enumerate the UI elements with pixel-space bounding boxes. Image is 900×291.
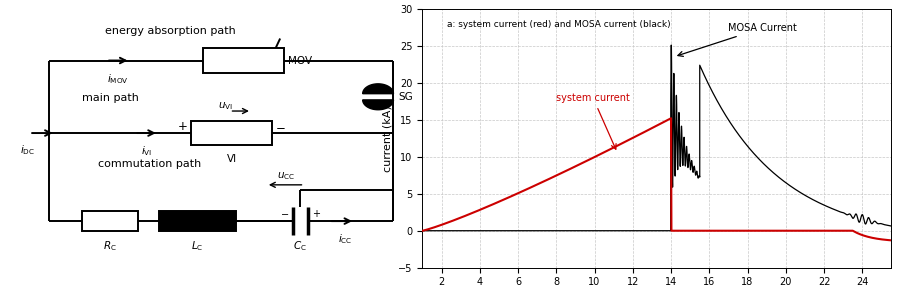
Text: $R_{\rm C}$: $R_{\rm C}$: [104, 239, 117, 253]
Text: $i_{\rm DC}$: $i_{\rm DC}$: [20, 143, 35, 157]
Text: $-$: $-$: [280, 208, 289, 218]
Polygon shape: [363, 84, 393, 94]
Text: commutation path: commutation path: [98, 159, 202, 169]
Y-axis label: current (kA): current (kA): [382, 105, 392, 172]
Text: $i_{\rm MOV}$: $i_{\rm MOV}$: [107, 72, 130, 86]
Polygon shape: [363, 100, 393, 110]
Text: $i_{\rm CC}$: $i_{\rm CC}$: [338, 232, 352, 246]
Text: main path: main path: [82, 93, 139, 103]
Text: $u_{\rm CC}$: $u_{\rm CC}$: [277, 170, 295, 182]
Text: $C_{\rm C}$: $C_{\rm C}$: [293, 239, 307, 253]
Text: MOV: MOV: [288, 56, 312, 65]
Text: $L_{\rm C}$: $L_{\rm C}$: [191, 239, 203, 253]
Text: MOSA Current: MOSA Current: [678, 23, 797, 56]
Bar: [82, 211, 139, 231]
Text: energy absorption path: energy absorption path: [105, 26, 236, 36]
Bar: [191, 121, 272, 145]
Text: $u_{\rm VI}$: $u_{\rm VI}$: [218, 100, 233, 112]
Text: VI: VI: [227, 154, 237, 164]
Text: $+$: $+$: [312, 208, 321, 219]
Text: $-$: $-$: [274, 120, 285, 133]
Text: +: +: [178, 120, 188, 133]
Bar: [203, 48, 284, 74]
Text: a: system current (red) and MOSA current (black): a: system current (red) and MOSA current…: [447, 20, 670, 29]
Text: system current: system current: [556, 93, 630, 149]
Text: $i_{\rm VI}$: $i_{\rm VI}$: [141, 145, 152, 159]
Text: SG: SG: [399, 92, 413, 102]
Bar: [158, 211, 236, 231]
